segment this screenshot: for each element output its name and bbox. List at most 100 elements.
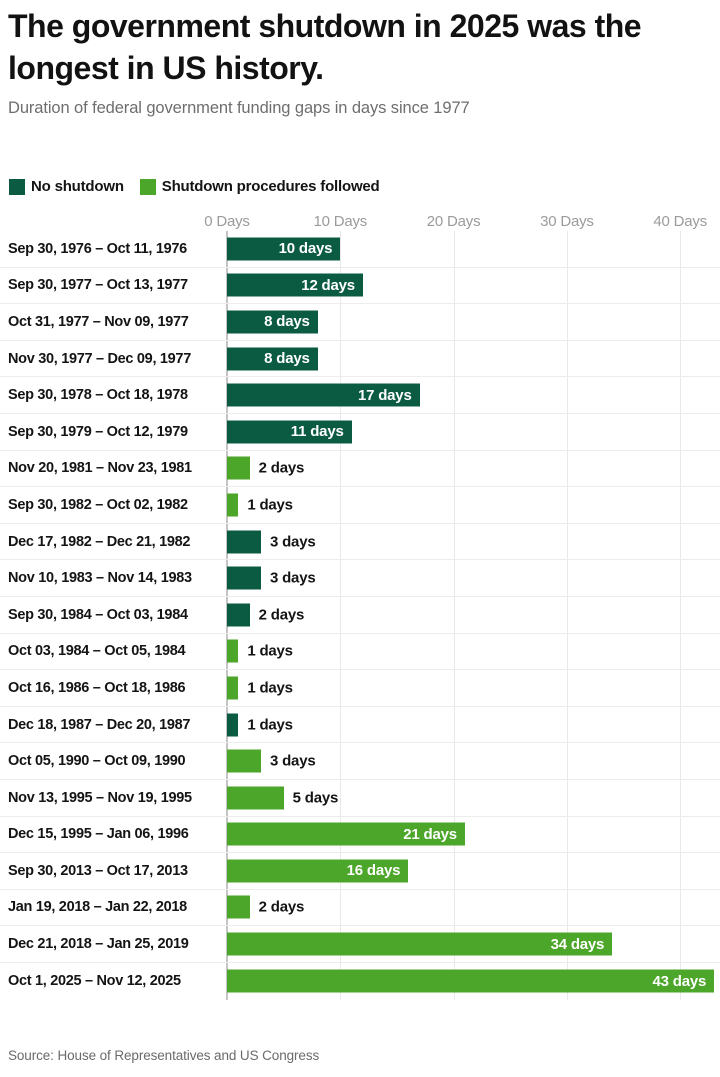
row-date-label: Oct 16, 1986 – Oct 18, 1986 bbox=[8, 679, 186, 696]
bar-row: Nov 20, 1981 – Nov 23, 1981 2 days bbox=[0, 451, 720, 488]
bar-no_shutdown bbox=[227, 566, 261, 590]
source-note: Source: House of Representatives and US … bbox=[8, 1048, 320, 1063]
legend-swatch-shutdown-procedures bbox=[139, 178, 156, 195]
bar-chart: Sep 30, 1976 – Oct 11, 1976 10 days Sep 30… bbox=[0, 231, 720, 1000]
grid-line bbox=[340, 231, 342, 1000]
row-date-label: Oct 05, 1990 – Oct 09, 1990 bbox=[8, 753, 186, 770]
bar-shutdown_procedures bbox=[227, 493, 239, 517]
x-axis-labels: 0 Days 10 Days 20 Days 30 Days 40 Days bbox=[0, 213, 720, 231]
grid-line bbox=[566, 231, 568, 1000]
row-date-label: Sep 30, 1976 – Oct 11, 1976 bbox=[8, 240, 187, 257]
bar-value-label: 10 days bbox=[278, 240, 333, 258]
bar-value-label: 8 days bbox=[264, 313, 310, 331]
bar-row: Oct 03, 1984 – Oct 05, 1984 1 days bbox=[0, 634, 720, 671]
legend-label-no-shutdown: No shutdown bbox=[31, 178, 124, 195]
row-date-label: Oct 31, 1977 – Nov 09, 1977 bbox=[8, 313, 189, 330]
bar-row: Sep 30, 1979 – Oct 12, 1979 11 days bbox=[0, 414, 720, 451]
bar-row: Sep 30, 2013 – Oct 17, 2013 16 days bbox=[0, 853, 720, 890]
row-date-label: Jan 19, 2018 – Jan 22, 2018 bbox=[8, 899, 187, 916]
bar-row: Dec 17, 1982 – Dec 21, 1982 3 days bbox=[0, 524, 720, 561]
bar-value-label: 17 days bbox=[357, 386, 412, 404]
bar-no_shutdown: 8 days bbox=[227, 310, 318, 334]
bar-value-label: 3 days bbox=[269, 752, 316, 770]
bar-value-label: 43 days bbox=[652, 972, 707, 990]
bar-row: Oct 1, 2025 – Nov 12, 2025 43 days bbox=[0, 963, 720, 1000]
bar-no_shutdown: 11 days bbox=[227, 420, 352, 444]
bar-row: Sep 30, 1984 – Oct 03, 1984 2 days bbox=[0, 597, 720, 634]
bar-value-label: 3 days bbox=[269, 533, 316, 551]
row-date-label: Sep 30, 1977 – Oct 13, 1977 bbox=[8, 277, 188, 294]
row-date-label: Dec 15, 1995 – Jan 06, 1996 bbox=[8, 826, 189, 843]
bar-no_shutdown: 12 days bbox=[227, 273, 363, 297]
axis-tick-label: 40 Days bbox=[653, 213, 708, 230]
row-date-label: Oct 1, 2025 – Nov 12, 2025 bbox=[8, 973, 181, 990]
page-title: The government shutdown in 2025 was the … bbox=[8, 8, 642, 86]
legend-swatch-no-shutdown bbox=[9, 178, 25, 195]
bar-no_shutdown: 17 days bbox=[227, 383, 420, 407]
bar-value-label: 1 days bbox=[247, 496, 293, 514]
bar-shutdown_procedures bbox=[227, 639, 239, 663]
row-date-label: Dec 18, 1987 – Dec 20, 1987 bbox=[8, 716, 191, 733]
bar-shutdown_procedures bbox=[227, 749, 261, 773]
axis-tick-label: 20 Days bbox=[426, 213, 481, 230]
axis-tick-label: 10 Days bbox=[313, 213, 368, 230]
bar-no_shutdown bbox=[227, 530, 261, 554]
legend-item-shutdown-procedures: Shutdown procedures followed bbox=[139, 178, 380, 195]
bar-row: Sep 30, 1977 – Oct 13, 1977 12 days bbox=[0, 268, 720, 305]
bar-shutdown_procedures: 21 days bbox=[227, 822, 465, 846]
bar-value-label: 3 days bbox=[269, 569, 316, 587]
bar-row: Nov 13, 1995 – Nov 19, 1995 5 days bbox=[0, 780, 720, 817]
bar-value-label: 12 days bbox=[301, 276, 355, 294]
bar-no_shutdown: 10 days bbox=[227, 237, 341, 261]
bar-value-label: 2 days bbox=[258, 898, 305, 916]
row-date-label: Nov 20, 1981 – Nov 23, 1981 bbox=[8, 460, 192, 477]
bar-shutdown_procedures bbox=[227, 786, 284, 810]
bar-value-label: 2 days bbox=[258, 606, 305, 624]
row-date-label: Oct 03, 1984 – Oct 05, 1984 bbox=[8, 643, 186, 660]
row-date-label: Nov 30, 1977 – Dec 09, 1977 bbox=[8, 350, 191, 367]
bar-row: Dec 15, 1995 – Jan 06, 1996 21 days bbox=[0, 817, 720, 854]
bar-shutdown_procedures bbox=[227, 676, 239, 700]
bar-value-label: 5 days bbox=[292, 789, 339, 807]
bar-row: Sep 30, 1978 – Oct 18, 1978 17 days bbox=[0, 377, 720, 414]
bar-row: Sep 30, 1982 – Oct 02, 1982 1 days bbox=[0, 487, 720, 524]
axis-tick-label: 30 Days bbox=[540, 213, 594, 230]
bar-value-label: 11 days bbox=[290, 423, 344, 441]
bar-row: Dec 18, 1987 – Dec 20, 1987 1 days bbox=[0, 707, 720, 744]
bar-no_shutdown bbox=[227, 713, 239, 737]
bar-row: Oct 05, 1990 – Oct 09, 1990 3 days bbox=[0, 743, 720, 780]
row-date-label: Sep 30, 2013 – Oct 17, 2013 bbox=[8, 862, 188, 879]
bar-no_shutdown bbox=[227, 603, 250, 627]
legend: No shutdown Shutdown procedures followed bbox=[9, 178, 380, 195]
bar-no_shutdown: 8 days bbox=[227, 347, 318, 371]
bar-value-label: 21 days bbox=[403, 825, 457, 843]
row-date-label: Dec 17, 1982 – Dec 21, 1982 bbox=[8, 533, 191, 550]
bar-value-label: 1 days bbox=[247, 642, 293, 660]
bar-value-label: 34 days bbox=[550, 935, 605, 953]
row-date-label: Dec 21, 2018 – Jan 25, 2019 bbox=[8, 936, 189, 953]
row-date-label: Nov 10, 1983 – Nov 14, 1983 bbox=[8, 570, 192, 587]
bar-shutdown_procedures bbox=[227, 895, 250, 919]
row-date-label: Nov 13, 1995 – Nov 19, 1995 bbox=[8, 789, 192, 806]
legend-label-shutdown-procedures: Shutdown procedures followed bbox=[161, 178, 380, 195]
bar-value-label: 1 days bbox=[247, 716, 293, 734]
row-date-label: Sep 30, 1982 – Oct 02, 1982 bbox=[8, 496, 188, 513]
row-date-label: Sep 30, 1978 – Oct 18, 1978 bbox=[8, 387, 188, 404]
bar-row: Dec 21, 2018 – Jan 25, 2019 34 days bbox=[0, 926, 720, 963]
legend-item-no-shutdown: No shutdown bbox=[9, 178, 124, 195]
bar-row: Oct 16, 1986 – Oct 18, 1986 1 days bbox=[0, 670, 720, 707]
bar-shutdown_procedures bbox=[227, 456, 250, 480]
page-subtitle: Duration of federal government funding g… bbox=[8, 99, 470, 117]
bar-row: Nov 10, 1983 – Nov 14, 1983 3 days bbox=[0, 560, 720, 597]
bar-shutdown_procedures: 16 days bbox=[227, 859, 409, 883]
bar-value-label: 2 days bbox=[258, 459, 305, 477]
bar-shutdown_procedures: 43 days bbox=[227, 969, 715, 993]
bar-row: Jan 19, 2018 – Jan 22, 2018 2 days bbox=[0, 890, 720, 927]
grid-line bbox=[680, 231, 682, 1000]
bar-value-label: 16 days bbox=[346, 862, 401, 880]
axis-tick-label: 0 Days bbox=[204, 213, 250, 230]
bar-row: Sep 30, 1976 – Oct 11, 1976 10 days bbox=[0, 231, 720, 268]
bar-row: Nov 30, 1977 – Dec 09, 1977 8 days bbox=[0, 341, 720, 378]
bar-row: Oct 31, 1977 – Nov 09, 1977 8 days bbox=[0, 304, 720, 341]
row-date-label: Sep 30, 1979 – Oct 12, 1979 bbox=[8, 423, 188, 440]
